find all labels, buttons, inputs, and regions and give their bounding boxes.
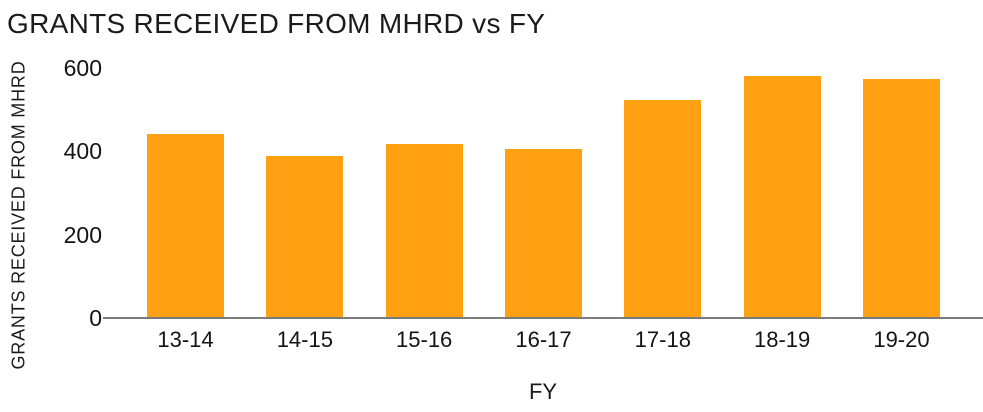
y-tick-label: 600	[63, 55, 102, 81]
x-tick-label: 17-18	[634, 327, 691, 352]
bar-16-17	[504, 149, 582, 318]
y-tick-label: 200	[63, 221, 102, 248]
x-tick-label: 13-14	[157, 327, 214, 352]
x-tick-label: 19-20	[873, 327, 930, 352]
x-axis-title: FY	[528, 379, 558, 404]
bar-15-16	[385, 144, 463, 318]
x-axis-line	[103, 317, 983, 319]
x-tick-label: 15-16	[396, 327, 453, 352]
bar-19-20	[862, 79, 940, 318]
bar-13-14	[147, 134, 224, 318]
x-tick-label: 16-17	[515, 327, 572, 352]
y-tick-label: 400	[63, 138, 102, 165]
x-tick-label: 18-19	[754, 327, 811, 352]
bar-14-15	[266, 156, 344, 318]
chart-title: GRANTS RECEIVED FROM MHRD vs FY	[7, 8, 546, 39]
x-tick-label: 14-15	[276, 327, 333, 352]
bar-18-19	[743, 76, 821, 318]
y-tick-label: 0	[89, 305, 102, 331]
bar-17-18	[624, 100, 702, 318]
